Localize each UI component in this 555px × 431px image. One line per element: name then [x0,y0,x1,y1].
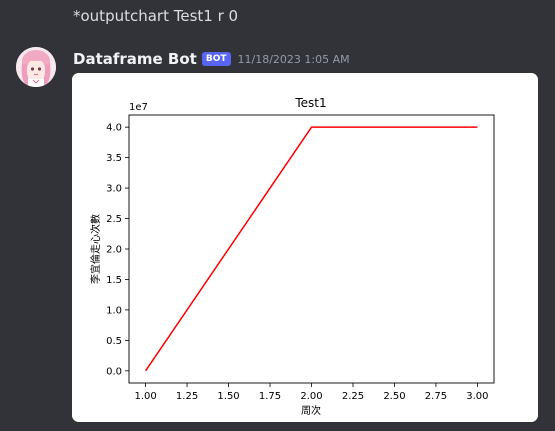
x-tick-label: 2.00 [300,391,322,402]
line-chart: Test1 1e7 0.0 0.5 1.0 1.5 2.0 2.5 3.0 3.5 4.0 1.… [72,73,538,422]
bot-badge: BOT [201,52,231,66]
y-tick-label: 0.0 [106,366,122,377]
series-layer [144,126,478,372]
x-tick-label: 2.50 [383,391,405,402]
series-line [144,126,478,372]
chart-title: Test1 [294,96,326,110]
x-tick-label: 3.00 [466,391,488,402]
x-axis-ticks: 1.00 1.25 1.50 1.75 2.00 2.25 2.50 2.75 3.00 [134,383,489,402]
x-axis-label: 周次 [301,404,321,417]
x-tick-label: 1.25 [176,391,198,402]
x-tick-label: 1.00 [134,391,156,402]
y-axis-label: 李宜倫走心次數 [89,214,102,284]
message-timestamp: 11/18/2023 1:05 AM [237,52,350,66]
x-tick-label: 1.75 [259,391,281,402]
message-header: Dataframe Bot BOT 11/18/2023 1:05 AM [73,49,350,69]
y-tick-label: 1.0 [106,305,122,316]
y-axis-offset-label: 1e7 [129,102,148,113]
y-tick-label: 1.5 [106,275,122,286]
x-tick-label: 2.25 [342,391,364,402]
y-tick-label: 2.5 [106,214,122,225]
y-axis-ticks: 0.0 0.5 1.0 1.5 2.0 2.5 3.0 3.5 4.0 [106,123,129,377]
x-tick-label: 1.50 [217,391,239,402]
y-tick-label: 4.0 [106,123,122,134]
x-tick-label: 2.75 [425,391,447,402]
y-tick-label: 3.5 [106,153,122,164]
y-tick-label: 3.0 [106,184,122,195]
author-name[interactable]: Dataframe Bot [73,50,197,68]
y-tick-label: 0.5 [106,336,122,347]
bot-avatar[interactable] [16,47,56,87]
chart-image-attachment[interactable]: Test1 1e7 0.0 0.5 1.0 1.5 2.0 2.5 3.0 3.5 4.0 1.… [72,73,538,422]
command-message: *outputchart Test1 r 0 [73,7,239,25]
anime-girl-avatar-icon [16,47,56,87]
y-tick-label: 2.0 [106,245,122,256]
